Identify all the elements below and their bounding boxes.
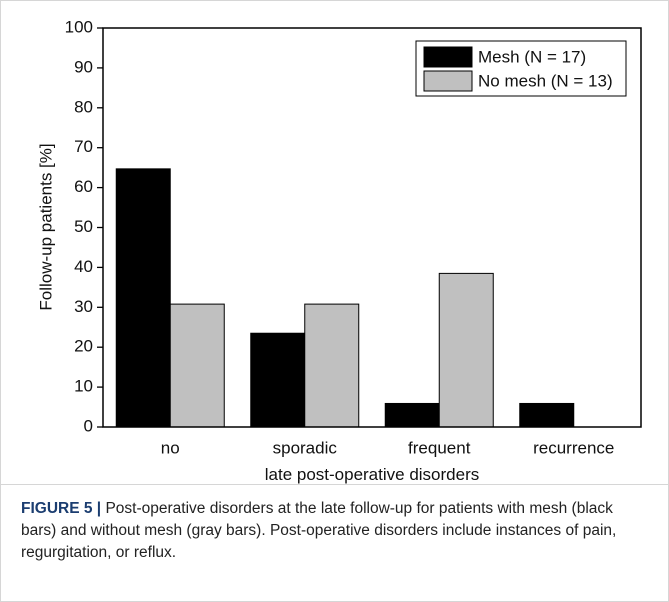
bar bbox=[250, 332, 306, 428]
separator bbox=[1, 484, 668, 485]
bar bbox=[519, 402, 575, 428]
x-tick-label: no bbox=[161, 438, 180, 457]
legend-swatch bbox=[423, 70, 473, 92]
y-tick-label: 100 bbox=[65, 17, 93, 36]
bar bbox=[438, 272, 494, 428]
y-axis-label: Follow-up patients [%] bbox=[36, 143, 55, 310]
bar bbox=[384, 402, 440, 428]
x-tick-label: sporadic bbox=[273, 438, 338, 457]
y-tick-label: 70 bbox=[74, 137, 93, 156]
chart: Follow-up patients [%] late post-operati… bbox=[36, 17, 642, 484]
legend-label: No mesh (N = 13) bbox=[478, 71, 613, 90]
caption-text: Post-operative disorders at the late fol… bbox=[21, 500, 617, 561]
y-tick-label: 30 bbox=[74, 297, 93, 316]
legend-swatch bbox=[423, 46, 473, 68]
y-tick-label: 60 bbox=[74, 177, 93, 196]
legend-label: Mesh (N = 17) bbox=[478, 47, 586, 66]
bar bbox=[169, 303, 225, 428]
x-tick-label: frequent bbox=[408, 438, 471, 457]
y-tick-label: 0 bbox=[84, 416, 93, 435]
y-tick-label: 20 bbox=[74, 337, 93, 356]
plot-frame bbox=[102, 27, 642, 428]
y-tick-label: 50 bbox=[74, 217, 93, 236]
x-axis-label: late post-operative disorders bbox=[265, 465, 480, 484]
caption: FIGURE 5 | Post-operative disorders at t… bbox=[21, 498, 646, 564]
y-tick-label: 10 bbox=[74, 377, 93, 396]
bar bbox=[304, 303, 360, 428]
y-tick-label: 90 bbox=[74, 57, 93, 76]
x-tick-label: recurrence bbox=[533, 438, 614, 457]
bar bbox=[115, 168, 171, 428]
y-tick-label: 40 bbox=[74, 257, 93, 276]
y-tick-label: 80 bbox=[74, 97, 93, 116]
caption-label: FIGURE 5 | bbox=[21, 500, 102, 517]
